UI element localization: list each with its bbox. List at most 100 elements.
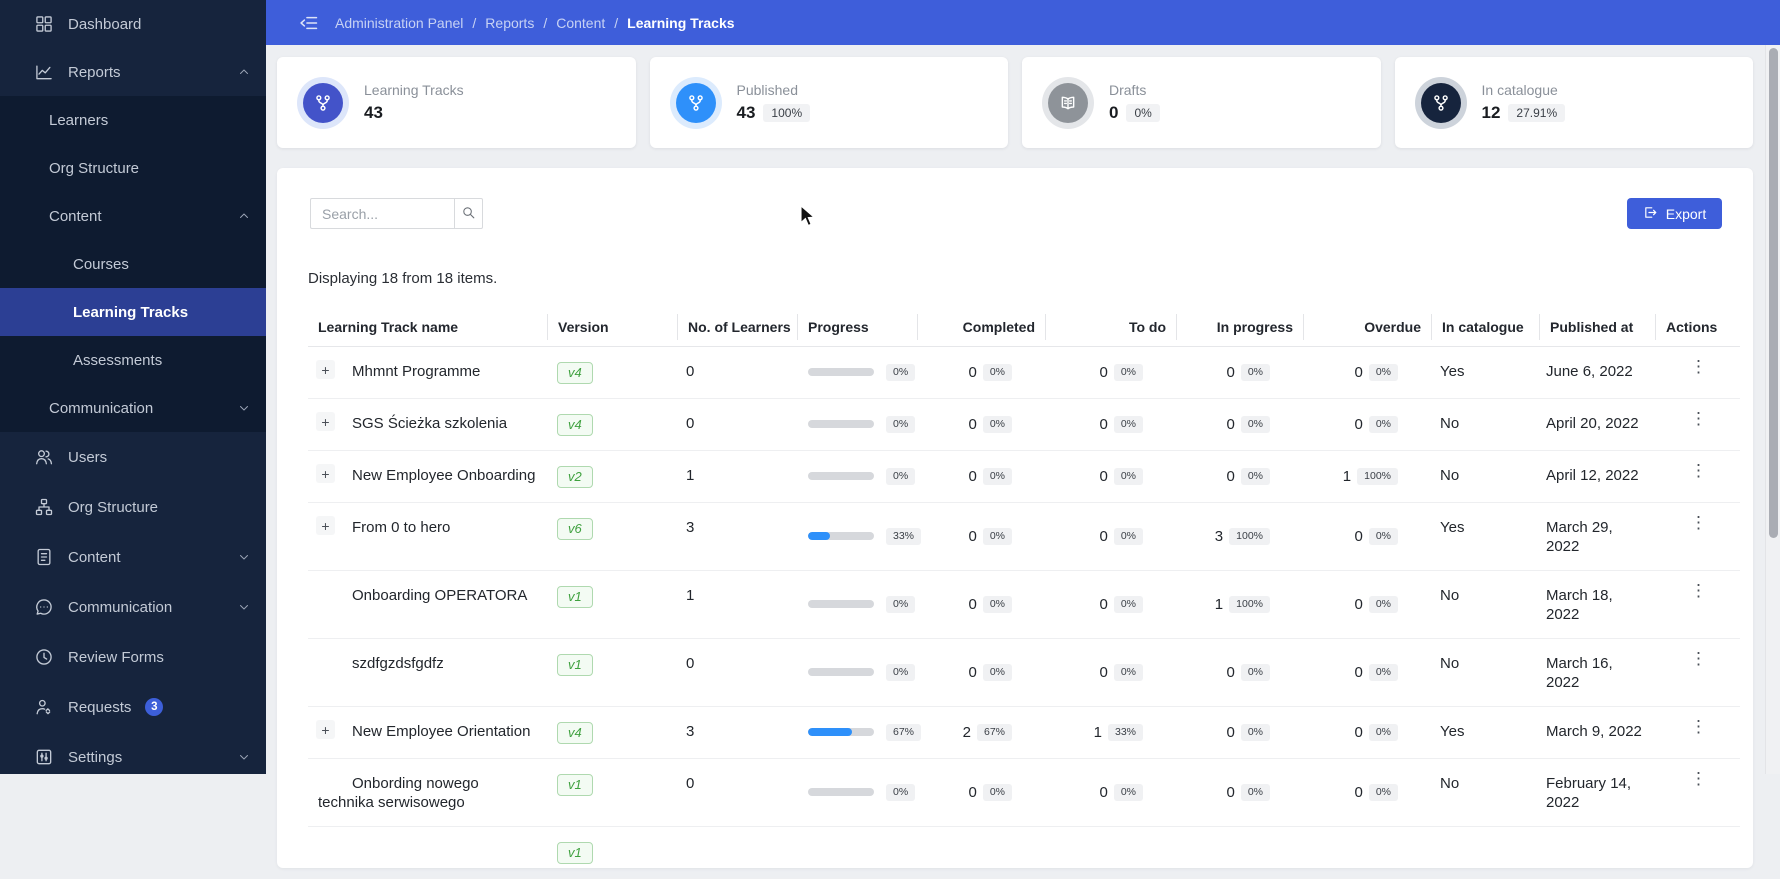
completed-cell: 0 0%	[918, 503, 1046, 570]
book-icon	[1048, 82, 1088, 123]
in-progress-cell	[1177, 827, 1304, 878]
todo-cell: 0 0%	[1046, 399, 1177, 450]
in-progress-cell: 0 0%	[1177, 399, 1304, 450]
track-name: Onbording nowego technika serwisowego	[318, 775, 479, 811]
todo-cell: 0 0%	[1046, 639, 1177, 706]
sidebar-item-label: Courses	[73, 255, 129, 273]
actions-cell: ⋮	[1656, 639, 1740, 706]
published-at-cell: March 18, 2022	[1546, 587, 1613, 623]
version-cell: v1	[548, 639, 678, 706]
scrollbar-thumb[interactable]	[1769, 48, 1778, 538]
track-name: New Employee Orientation	[352, 723, 531, 740]
expand-row-button[interactable]: +	[316, 516, 335, 535]
track-name-cell: + From 0 to hero	[308, 503, 548, 570]
learners-cell: 3	[686, 519, 695, 536]
sidebar-item-communication[interactable]: Communication	[0, 582, 266, 632]
chevron-down-icon	[238, 601, 250, 613]
search-input[interactable]	[310, 198, 454, 229]
sidebar-item-settings[interactable]: Settings	[0, 732, 266, 782]
sidebar-item-reports-content[interactable]: Content	[0, 192, 266, 240]
in-catalogue-cell: No	[1440, 587, 1460, 604]
completed-cell: 2 67%	[918, 707, 1046, 758]
breadcrumb-separator: /	[543, 14, 548, 31]
progress-percent-badge: 67%	[886, 723, 922, 741]
search-button[interactable]	[454, 198, 483, 229]
in-progress-cell: 0 0%	[1177, 451, 1304, 502]
column-header-published-at: Published at	[1540, 314, 1656, 340]
progress-percent-badge: 0%	[886, 783, 916, 801]
sidebar-item-reports[interactable]: Reports	[0, 48, 266, 96]
row-actions-kebab-icon[interactable]: ⋮	[1686, 650, 1711, 668]
percent-badge: 0%	[1240, 783, 1270, 801]
actions-cell: ⋮	[1656, 451, 1740, 502]
published-at-cell: April 20, 2022	[1546, 415, 1639, 432]
sidebar-item-label: Settings	[68, 748, 123, 766]
track-name: Onboarding OPERATORA	[352, 587, 528, 604]
percent-badge: 100%	[1229, 527, 1270, 545]
menu-fold-icon[interactable]	[299, 13, 319, 33]
card-value: 43	[736, 103, 756, 122]
percent-badge: 0%	[982, 783, 1012, 801]
column-header-version: Version	[548, 314, 678, 340]
sidebar-item-reports-org-structure[interactable]: Org Structure	[0, 144, 266, 192]
sidebar-item-users[interactable]: Users	[0, 432, 266, 482]
expand-row-button[interactable]: +	[316, 360, 335, 379]
card-label: Drafts	[1109, 82, 1147, 98]
card-icon-ring	[1414, 76, 1467, 129]
row-actions-kebab-icon[interactable]: ⋮	[1686, 462, 1711, 480]
card-label: Published	[736, 82, 799, 98]
todo-cell	[1046, 827, 1177, 878]
percent-badge: 0%	[1113, 595, 1143, 613]
version-cell: v1	[548, 571, 678, 638]
expand-row-button[interactable]: +	[316, 412, 335, 431]
breadcrumb-link[interactable]: Administration Panel	[335, 14, 464, 31]
row-actions-kebab-icon[interactable]: ⋮	[1686, 358, 1711, 376]
expand-row-button[interactable]: +	[316, 720, 335, 739]
learners-cell: 0	[686, 775, 695, 792]
card-icon-ring	[1042, 76, 1094, 129]
todo-cell: 0 0%	[1046, 347, 1177, 398]
sidebar-item-reports-learning-tracks[interactable]: Learning Tracks	[0, 288, 266, 336]
percent-badge: 0%	[1113, 363, 1143, 381]
search-box	[310, 198, 483, 229]
sidebar-item-requests[interactable]: Requests 3	[0, 682, 266, 732]
percent-badge: 0%	[982, 363, 1012, 381]
track-name-cell: + SGS Ścieżka szkolenia	[308, 399, 548, 450]
sidebar-item-content[interactable]: Content	[0, 532, 266, 582]
sidebar-item-reports-learners[interactable]: Learners	[0, 96, 266, 144]
sidebar-item-org-structure[interactable]: Org Structure	[0, 482, 266, 532]
version-cell: v1	[548, 827, 678, 878]
sidebar-item-reports-assessments[interactable]: Assessments	[0, 336, 266, 384]
row-actions-kebab-icon[interactable]: ⋮	[1686, 718, 1711, 736]
expand-row-button[interactable]: +	[316, 464, 335, 483]
search-icon	[461, 205, 476, 223]
content-icon	[34, 547, 54, 567]
sidebar-item-label: Users	[68, 448, 108, 466]
page-scrollbar[interactable]	[1765, 45, 1780, 774]
column-header-progress: Progress	[798, 314, 918, 340]
sidebar-item-reports-courses[interactable]: Courses	[0, 240, 266, 288]
progress-cell: 0%	[798, 347, 918, 398]
column-header-in-progress: In progress	[1177, 314, 1304, 340]
row-actions-kebab-icon[interactable]: ⋮	[1686, 582, 1711, 600]
row-actions-kebab-icon[interactable]: ⋮	[1686, 514, 1711, 532]
breadcrumb-link[interactable]: Reports	[485, 14, 535, 31]
percent-badge: 0%	[1240, 663, 1270, 681]
column-header-learning-track-name: Learning Track name	[308, 314, 548, 340]
sidebar-item-reports-communication[interactable]: Communication	[0, 384, 266, 432]
card-label: In catalogue	[1481, 82, 1558, 98]
chevron-down-icon	[238, 751, 250, 763]
card-percent-badge: 0%	[1126, 104, 1160, 122]
progress-bar	[808, 668, 874, 676]
breadcrumb-link[interactable]: Content	[556, 14, 606, 31]
sidebar-item-dashboard[interactable]: Dashboard	[0, 0, 266, 48]
progress-cell: 0%	[798, 571, 918, 638]
sidebar-item-review-forms[interactable]: Review Forms	[0, 632, 266, 682]
column-header-overdue: Overdue	[1304, 314, 1432, 340]
row-actions-kebab-icon[interactable]: ⋮	[1686, 770, 1711, 788]
review-forms-icon	[34, 647, 54, 667]
in-progress-cell: 3 100%	[1177, 503, 1304, 570]
card-value: 43	[364, 103, 383, 122]
row-actions-kebab-icon[interactable]: ⋮	[1686, 410, 1711, 428]
export-button[interactable]: Export	[1627, 198, 1722, 229]
